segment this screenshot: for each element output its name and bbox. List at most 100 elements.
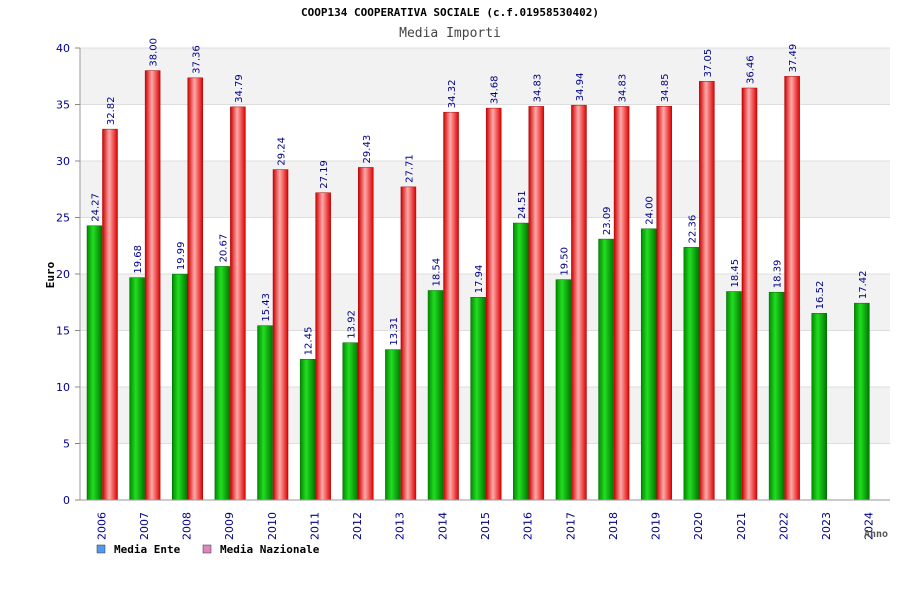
data-label: 27.19 <box>319 160 330 189</box>
data-label: 19.50 <box>559 247 570 276</box>
data-label: 37.36 <box>191 45 202 74</box>
bar-media-nazionale-2021 <box>741 87 758 501</box>
data-label: 24.51 <box>517 190 528 219</box>
bar-media-nazionale-2008 <box>187 77 204 501</box>
bar-media-nazionale-2020 <box>699 81 715 501</box>
data-label: 37.49 <box>788 44 799 73</box>
bar-media-nazionale-2015 <box>485 107 502 501</box>
data-label: 20.67 <box>218 234 229 263</box>
y-tick-label: 30 <box>56 155 70 168</box>
x-tick-label: 2018 <box>607 512 620 540</box>
bar-media-ente-2009 <box>214 266 231 501</box>
bar-media-nazionale-2012 <box>358 167 374 501</box>
y-tick-label: 20 <box>56 268 70 281</box>
legend-swatch-media-nazionale <box>202 544 212 554</box>
x-tick-label: 2020 <box>692 512 705 540</box>
bar-media-ente-2014 <box>427 290 444 501</box>
data-label: 34.32 <box>447 80 458 109</box>
bar-media-ente-2017 <box>555 279 572 501</box>
bar-media-ente-2022 <box>768 291 785 501</box>
y-tick-label: 10 <box>56 381 70 394</box>
bar-media-ente-2018 <box>598 238 614 501</box>
data-label: 29.24 <box>277 137 288 166</box>
bar-media-ente-2013 <box>385 349 401 501</box>
x-tick-label: 2006 <box>95 512 108 540</box>
bar-media-nazionale-2014 <box>443 111 459 501</box>
y-tick-label: 15 <box>56 325 70 338</box>
data-label: 34.79 <box>234 74 245 103</box>
data-label: 22.36 <box>687 215 698 244</box>
bar-media-nazionale-2019 <box>656 105 672 501</box>
x-tick-label: 2019 <box>650 512 663 540</box>
y-tick-label: 25 <box>56 212 70 225</box>
bar-media-nazionale-2016 <box>528 106 545 501</box>
y-tick-label: 35 <box>56 99 70 112</box>
data-label: 24.27 <box>91 193 102 222</box>
data-label: 23.09 <box>602 206 613 235</box>
bar-media-ente-2008 <box>172 273 188 501</box>
bar-media-ente-2021 <box>726 291 742 501</box>
bar-media-ente-2012 <box>342 342 359 501</box>
data-label: 16.52 <box>815 281 826 310</box>
legend: Media Ente Media Nazionale <box>96 543 320 556</box>
data-label: 15.43 <box>261 293 272 322</box>
x-tick-label: 2013 <box>394 512 407 540</box>
x-tick-label: 2023 <box>820 512 833 540</box>
data-label: 34.94 <box>575 73 586 102</box>
x-tick-label: 2010 <box>266 512 279 540</box>
bar-media-ente-2015 <box>470 297 486 501</box>
x-tick-label: 2017 <box>564 512 577 540</box>
bar-media-ente-2006 <box>86 225 103 501</box>
y-tick-label: 40 <box>56 42 70 55</box>
x-tick-label: 2014 <box>436 512 449 540</box>
bar-media-nazionale-2009 <box>230 106 246 501</box>
data-label: 13.92 <box>346 310 357 339</box>
x-tick-label: 2024 <box>863 512 876 540</box>
x-axis-label: Anno <box>864 529 888 540</box>
y-axis-label: Euro <box>44 261 57 288</box>
data-label: 38.00 <box>149 38 160 67</box>
data-label: 17.42 <box>858 271 869 300</box>
data-label: 18.39 <box>773 260 784 289</box>
bar-media-ente-2020 <box>683 247 700 501</box>
y-tick-labels: 0 5 10 15 20 25 30 35 40 <box>56 42 80 507</box>
bar-media-nazionale-2010 <box>272 169 289 501</box>
bar-media-nazionale-2017 <box>571 104 587 501</box>
x-tick-label: 2011 <box>308 512 321 540</box>
data-label: 36.46 <box>745 55 756 84</box>
x-tick-label: 2012 <box>351 512 364 540</box>
data-label: 18.54 <box>432 258 443 287</box>
legend-swatch-media-ente <box>96 544 106 554</box>
x-tick-label: 2022 <box>777 512 790 540</box>
data-label: 19.68 <box>133 245 144 274</box>
bar-media-ente-2019 <box>640 228 657 501</box>
chart-subtitle: Media Importi <box>399 26 501 41</box>
data-labels: 24.27 32.82 19.68 38.00 19.99 37.36 20.67 34.79… <box>91 38 869 355</box>
bar-media-nazionale-2013 <box>400 186 417 501</box>
data-label: 37.05 <box>703 49 714 78</box>
bar-media-ente-2011 <box>299 359 316 501</box>
data-label: 32.82 <box>106 96 117 125</box>
data-label: 24.00 <box>645 196 656 225</box>
data-label: 12.45 <box>304 327 315 356</box>
data-label: 19.99 <box>176 241 187 270</box>
y-tick-label: 0 <box>63 494 70 507</box>
x-tick-label: 2016 <box>522 512 535 540</box>
data-label: 34.85 <box>660 74 671 103</box>
x-tick-labels: 2006 2007 2008 2009 2010 2011 2012 2013 2014 2015… <box>95 512 875 540</box>
bar-media-ente-2023 <box>811 313 827 501</box>
legend-label-media-ente: Media Ente <box>114 543 181 556</box>
x-tick-label: 2015 <box>479 512 492 540</box>
bar-media-ente-2024 <box>854 302 870 501</box>
legend-label-media-nazionale: Media Nazionale <box>220 543 320 556</box>
x-tick-label: 2007 <box>138 512 151 540</box>
data-label: 34.83 <box>532 74 543 103</box>
data-label: 13.31 <box>389 317 400 346</box>
data-label: 34.83 <box>618 74 629 103</box>
data-label: 27.71 <box>404 154 415 183</box>
x-tick-label: 2021 <box>735 512 748 540</box>
bar-media-nazionale-2011 <box>315 192 331 501</box>
x-tick-label: 2009 <box>223 512 236 540</box>
data-label: 29.43 <box>362 135 373 164</box>
